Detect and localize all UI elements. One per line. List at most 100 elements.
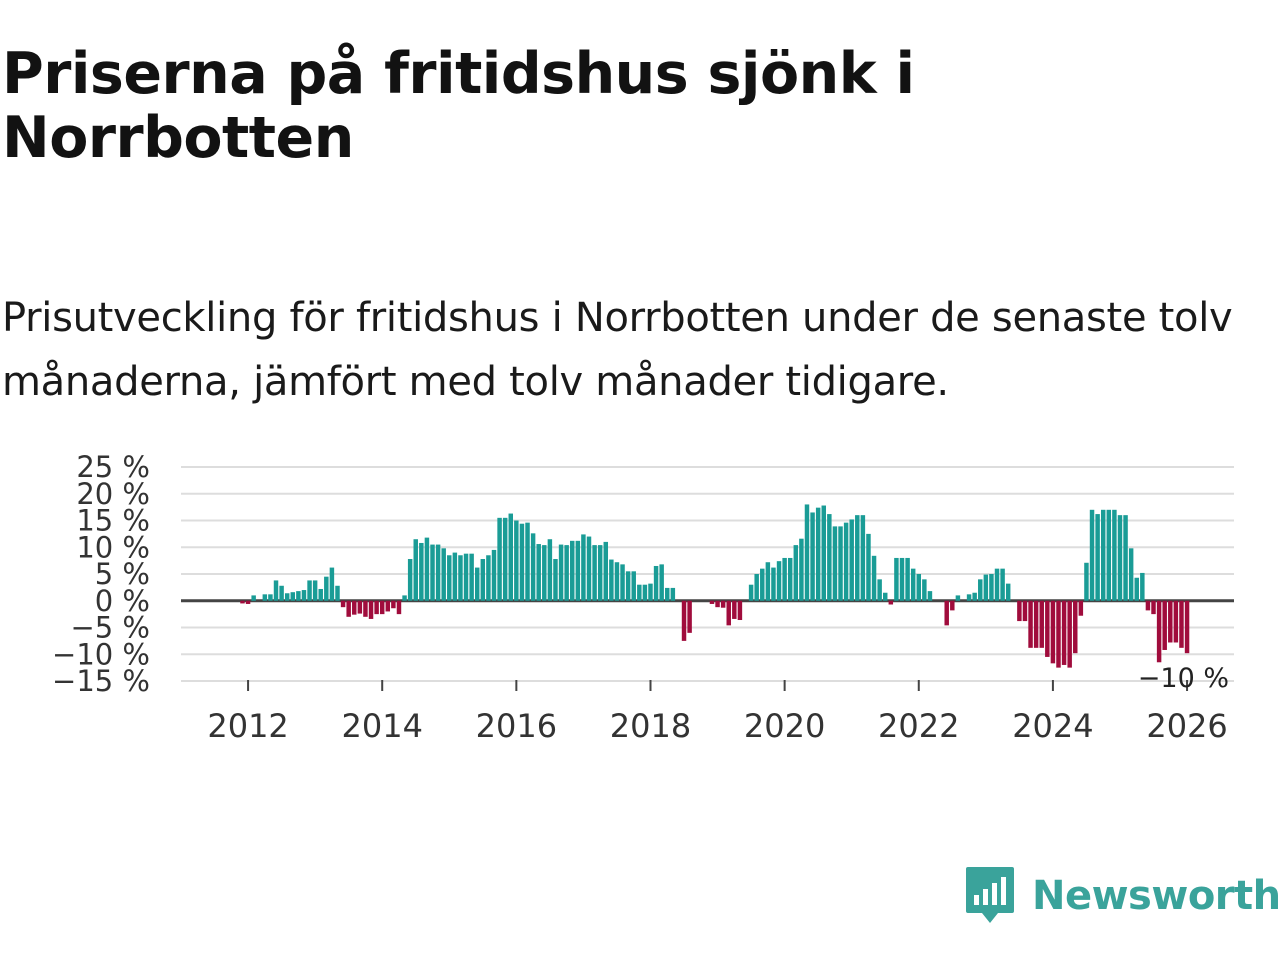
bar (581, 534, 586, 601)
x-tick-label: 2024 (1012, 707, 1093, 745)
bar (709, 600, 715, 604)
bar (659, 564, 664, 601)
bar (1123, 515, 1128, 601)
bar (379, 600, 385, 615)
bar (474, 567, 480, 601)
bar (609, 559, 614, 601)
bar (821, 505, 826, 601)
bar (910, 568, 916, 601)
bar (586, 536, 592, 601)
bar (592, 545, 597, 601)
bar (642, 584, 648, 601)
bar (665, 587, 670, 601)
bar (944, 600, 949, 626)
bar (357, 600, 363, 614)
bar (329, 567, 335, 601)
y-tick-label: 25 % (76, 450, 150, 484)
y-tick-label: 20 % (76, 477, 150, 511)
bar (927, 591, 933, 601)
bar (575, 540, 581, 601)
bar (894, 557, 899, 601)
bar (396, 600, 402, 615)
bar (536, 544, 541, 601)
bar (435, 544, 441, 601)
bar (312, 580, 318, 601)
bar (1084, 562, 1089, 601)
bar (1039, 600, 1044, 648)
bar (547, 539, 553, 601)
bar (268, 594, 273, 601)
bar (452, 552, 458, 601)
bar (726, 600, 731, 626)
last-value-label: −10 % (1138, 663, 1229, 694)
bar (1005, 583, 1011, 601)
bar (480, 559, 486, 601)
bar (989, 574, 994, 601)
bar (603, 541, 609, 601)
bar (553, 559, 558, 601)
bar (419, 542, 424, 601)
bar (1151, 600, 1156, 615)
bar (670, 587, 676, 601)
bar (407, 559, 413, 601)
bar (335, 585, 340, 601)
x-axis: 2012 2014 2016 2018 2020 2022 2024 2026 (207, 680, 1228, 745)
bar (1000, 568, 1005, 601)
bar (1095, 514, 1100, 601)
y-tick-label: 5 % (95, 557, 150, 591)
bar (860, 515, 866, 601)
chart-title: Priserna på fritidshus sjönk i Norrbotte… (2, 41, 915, 171)
bar (877, 579, 882, 601)
y-tick-label: −5 % (70, 611, 150, 645)
bar (447, 555, 452, 601)
bar (899, 557, 905, 601)
bar (441, 548, 446, 601)
bar (916, 574, 922, 601)
bar (324, 576, 329, 601)
bar (687, 600, 692, 633)
bar (463, 553, 469, 601)
bar (888, 600, 894, 605)
brand-name: Newsworthy (1032, 873, 1280, 919)
bar (469, 553, 474, 601)
bar (625, 571, 631, 601)
bar (542, 545, 547, 601)
bar (519, 523, 525, 601)
bar (810, 512, 815, 601)
bar (1134, 577, 1139, 601)
bar (486, 555, 491, 601)
x-tick-label: 2022 (878, 707, 959, 745)
bar (776, 561, 782, 601)
bar (597, 545, 603, 601)
bar (368, 600, 374, 619)
bar (564, 545, 569, 601)
bar (1089, 509, 1095, 601)
y-axis: 25 %20 %15 %10 %5 %0 %−5 %−10 %−15 % (52, 450, 150, 698)
x-tick-label: 2020 (744, 707, 825, 745)
bar (782, 557, 787, 601)
bar (318, 588, 323, 601)
bar (1179, 600, 1184, 648)
y-tick-label: 0 % (95, 584, 150, 618)
bar (352, 600, 357, 615)
bar (905, 557, 910, 601)
bar (620, 564, 625, 601)
bar (1128, 548, 1134, 601)
bar (1100, 509, 1106, 601)
bar (771, 567, 776, 601)
bar (1017, 600, 1022, 622)
bar (1145, 600, 1151, 611)
bar (737, 600, 743, 621)
bar (391, 600, 396, 609)
bar (1162, 600, 1167, 650)
bar (290, 592, 296, 601)
bar (966, 594, 972, 601)
bar (855, 515, 860, 601)
bar (245, 600, 251, 604)
bar (284, 593, 290, 601)
bar (720, 600, 726, 608)
bar (681, 600, 687, 641)
bar (385, 600, 391, 612)
bar (296, 591, 301, 601)
newsworthy-logo[interactable]: Newsworthy (964, 864, 1280, 928)
